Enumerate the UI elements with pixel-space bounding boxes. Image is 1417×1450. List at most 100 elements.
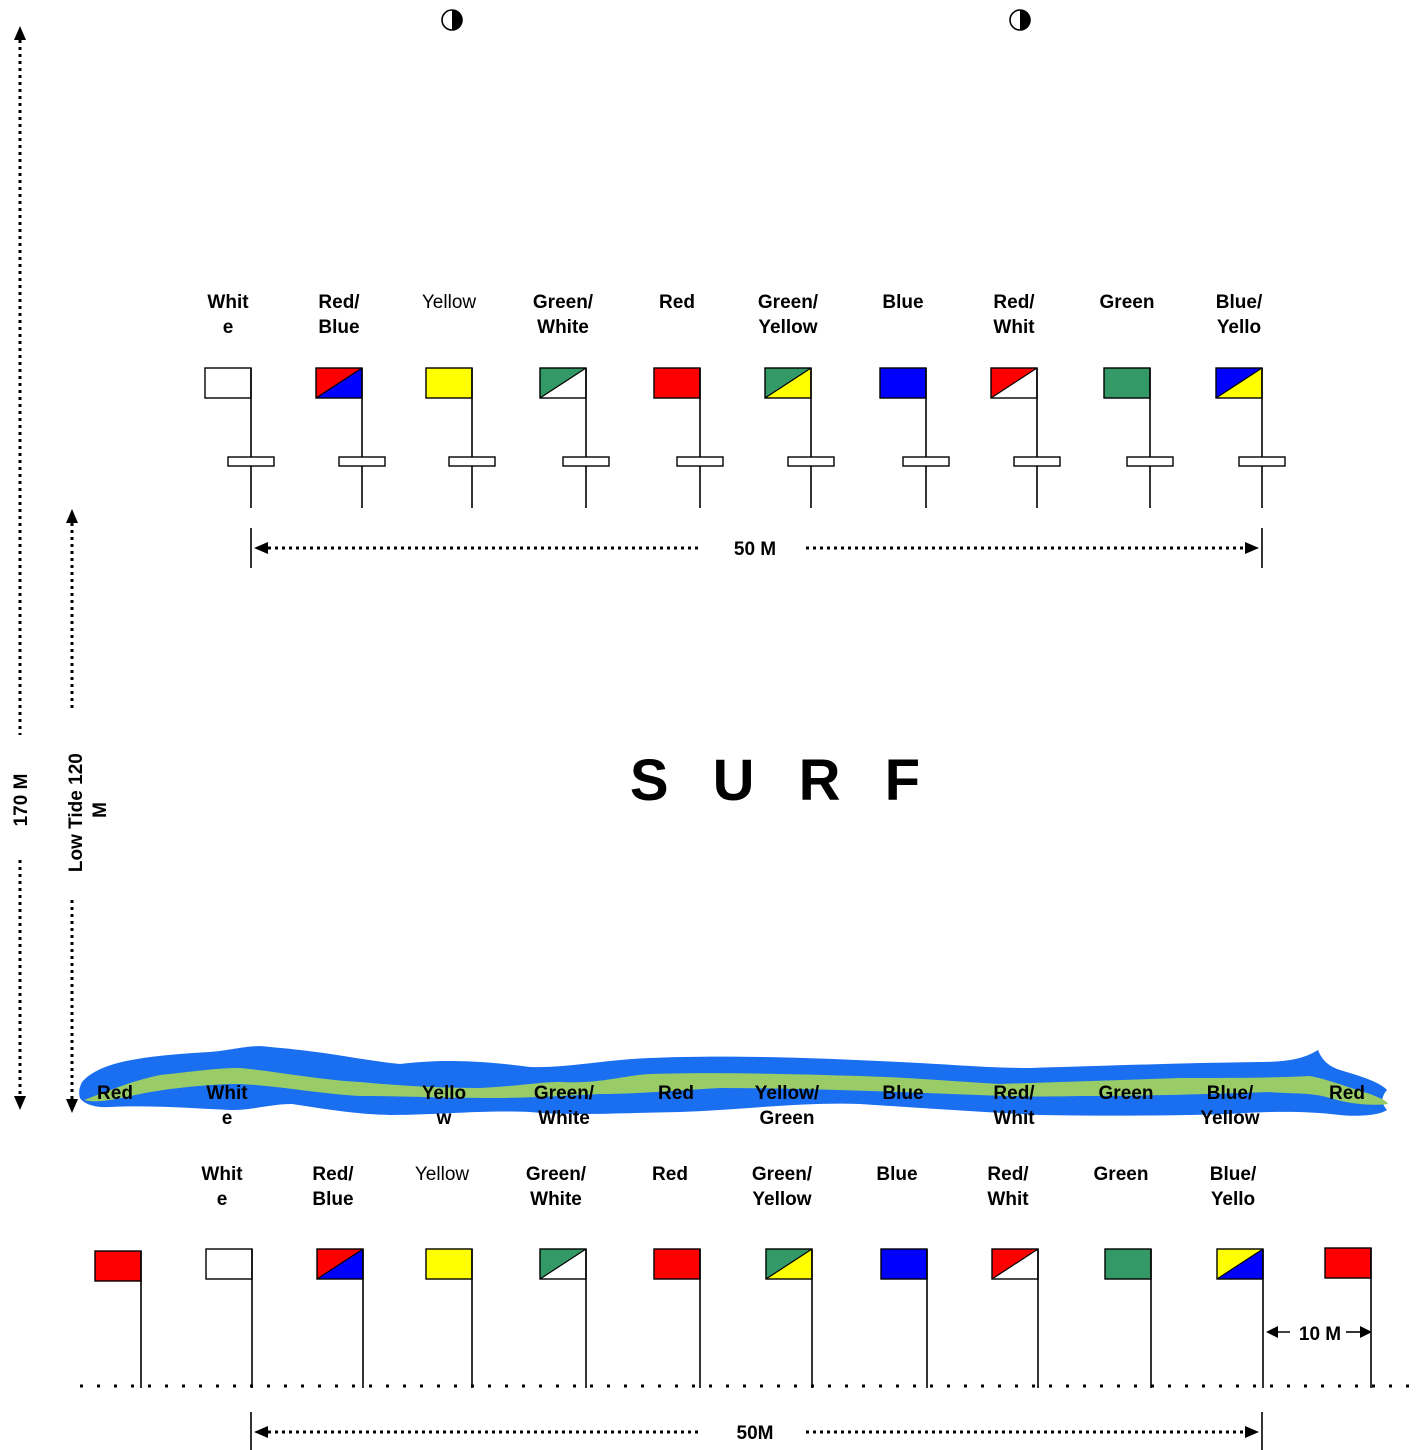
- top-flag: [315, 367, 386, 508]
- half-moon-buoy-icon: [441, 9, 463, 31]
- top-flag: [1215, 367, 1286, 508]
- surf-band: [79, 1046, 1388, 1116]
- flag-cloth: [205, 1248, 253, 1280]
- surf-flag-label: Green/White: [534, 1083, 595, 1129]
- top-flag: [1103, 367, 1174, 508]
- bottom-flag: [1104, 1248, 1152, 1388]
- surf-flag-label: Green: [1099, 1083, 1154, 1104]
- flag-diagonal: [1216, 1248, 1264, 1280]
- flag-stand: [338, 456, 386, 467]
- flag-diagonal: [765, 1248, 813, 1280]
- bottom-flag-label: Whit e: [201, 1164, 243, 1210]
- bottom-flag-label: Blue: [876, 1164, 917, 1185]
- surf-flag-label: Yellow/Green: [755, 1083, 820, 1129]
- surf-title: S U R F: [630, 748, 934, 813]
- end-flag: [1324, 1247, 1372, 1388]
- flag-gap-label: 10 M: [1299, 1324, 1341, 1345]
- surf-label-row: Red Whit e Yello w Green/White Red Yellow/Green…: [97, 1083, 1365, 1129]
- flag-diagonal: [316, 1248, 364, 1280]
- bottom-flag: [316, 1248, 364, 1388]
- top-flag-label: Blue/Yello: [1216, 292, 1263, 338]
- top-flag: [764, 367, 835, 508]
- surf-flag-label: Yello w: [422, 1083, 466, 1129]
- bottom-flag: [765, 1248, 813, 1388]
- bottom-flag-label: Yellow: [415, 1164, 470, 1185]
- top-flag: [204, 367, 275, 508]
- flag-diagonal: [764, 367, 812, 399]
- flag-diagonal: [991, 1248, 1039, 1280]
- bottom-span-label: 50M: [737, 1423, 774, 1444]
- bottom-flag: [1216, 1248, 1264, 1388]
- flag-stand: [1126, 456, 1174, 467]
- flag-cloth: [425, 367, 473, 399]
- flag-stand: [448, 456, 496, 467]
- flag-gap-dimension: 10 M: [1266, 1324, 1372, 1345]
- top-flag-label: Green/White: [533, 292, 594, 338]
- top-flag: [879, 367, 950, 508]
- flag-diagonal: [315, 367, 363, 399]
- top-flag: [425, 367, 496, 508]
- top-flag-label: Yellow: [422, 292, 477, 313]
- bottom-flag-label: Red/Whit: [987, 1164, 1029, 1210]
- bottom-span-dimension: 50M: [250, 1412, 1263, 1450]
- flag-stand: [227, 456, 275, 467]
- bottom-flag-label: Green/White: [526, 1164, 587, 1210]
- flag-diagonal: [539, 367, 587, 399]
- surf-flag-label: Red: [658, 1083, 694, 1104]
- flag-stand: [1013, 456, 1061, 467]
- flag-cloth: [1103, 367, 1151, 399]
- flag-cloth: [425, 1248, 473, 1280]
- flag-cloth: [879, 367, 927, 399]
- surf-flag-label: Red/Whit: [993, 1083, 1035, 1129]
- total-depth-dimension: 170 M: [11, 26, 32, 1110]
- flag-cloth: [880, 1248, 928, 1280]
- flag-diagonal: [539, 1248, 587, 1280]
- end-flag: [94, 1250, 142, 1388]
- surf-flag-label: Red: [1329, 1083, 1365, 1104]
- top-flag-label: Green/Yellow: [758, 292, 819, 338]
- bottom-flag: [205, 1248, 253, 1388]
- half-moon-buoy-icon: [1009, 9, 1031, 31]
- bottom-flag: [991, 1248, 1039, 1388]
- surf-foam-band: [84, 1068, 1388, 1105]
- bottom-flag: [880, 1248, 928, 1388]
- bottom-flag-row: Whit e Red/Blue Yellow Green/White Red Green/Y…: [94, 1164, 1372, 1388]
- top-flag-label: Green: [1100, 292, 1155, 313]
- flag-cloth: [653, 367, 701, 399]
- top-flag-label: Blue: [882, 292, 923, 313]
- flag-stand: [562, 456, 610, 467]
- bottom-flag-label: Blue/Yello: [1210, 1164, 1257, 1210]
- top-flag: [653, 367, 724, 508]
- bottom-flag-label: Green: [1094, 1164, 1149, 1185]
- bottom-flag: [539, 1248, 587, 1388]
- flag-cloth: [204, 367, 252, 399]
- top-flag-label: Red/Whit: [993, 292, 1035, 338]
- flag-stand: [902, 456, 950, 467]
- surf-flag-label: Blue/Yellow: [1200, 1083, 1259, 1129]
- top-flag-label: Whit e: [207, 292, 249, 338]
- flag-cloth: [1324, 1247, 1372, 1279]
- surf-flag-label: Red: [97, 1083, 133, 1104]
- top-span-label: 50 M: [734, 539, 776, 560]
- top-flag-label: Red/Blue: [318, 292, 360, 338]
- bottom-flag: [653, 1248, 701, 1388]
- bottom-flag: [425, 1248, 473, 1388]
- flag-diagonal: [1215, 367, 1263, 399]
- surf-flag-label: Whit e: [206, 1083, 248, 1129]
- low-tide-dimension: Low Tide 120 M: [66, 509, 111, 1113]
- bottom-flag-label: Red/Blue: [312, 1164, 354, 1210]
- top-flag: [539, 367, 610, 508]
- surf-flag-label: Blue: [882, 1083, 923, 1104]
- bottom-flag-label: Green/Yellow: [752, 1164, 813, 1210]
- top-span-dimension: 50 M: [250, 528, 1263, 568]
- flag-stand: [1238, 456, 1286, 467]
- bottom-flag-label: Red: [652, 1164, 688, 1185]
- total-depth-label: 170 M: [11, 774, 32, 827]
- flag-cloth: [1104, 1248, 1152, 1280]
- flag-stand: [787, 456, 835, 467]
- flag-cloth: [94, 1250, 142, 1282]
- top-flag: [990, 367, 1061, 508]
- flag-stand: [676, 456, 724, 467]
